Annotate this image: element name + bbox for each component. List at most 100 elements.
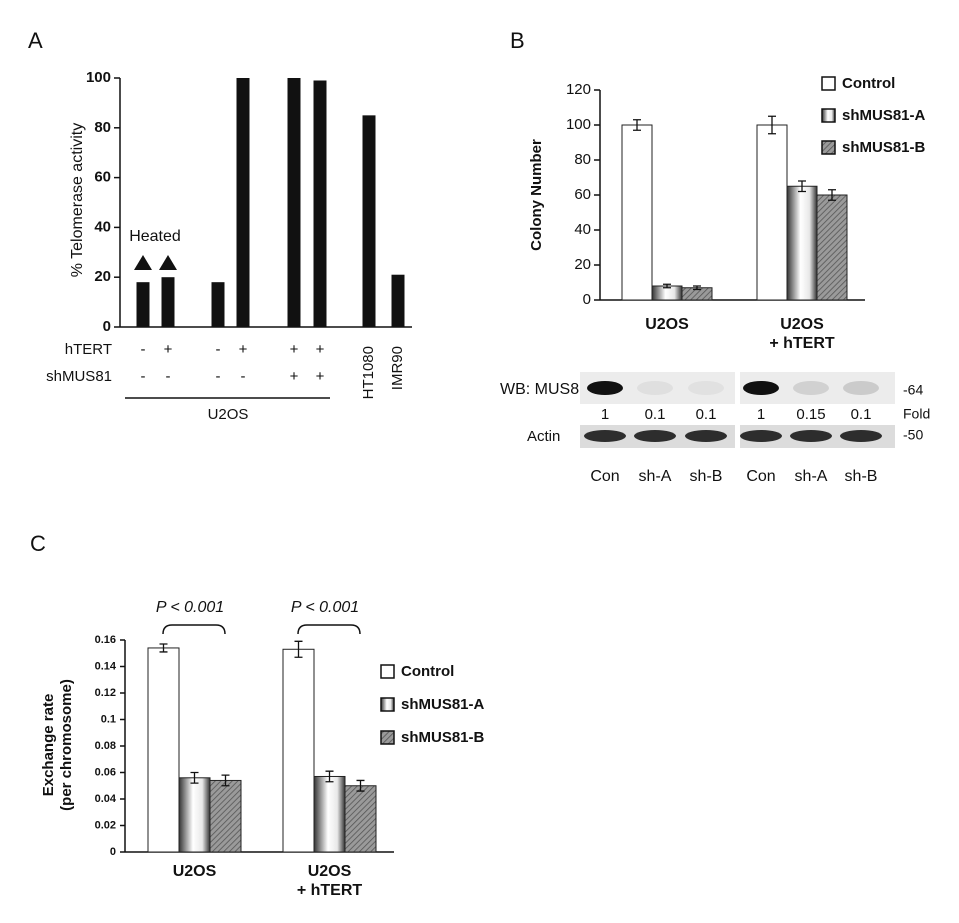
error-bar — [356, 779, 365, 792]
y-axis-label: Exchange rate(per chromosome) — [40, 679, 75, 811]
row-value: + — [239, 341, 248, 358]
legend-swatch — [380, 697, 395, 712]
bar — [287, 78, 301, 327]
blot-label: Actin — [527, 428, 560, 445]
bar — [178, 777, 211, 853]
y-tick-label: 120 — [566, 81, 591, 98]
legend-label: Control — [842, 75, 895, 92]
y-tick-label: 0.02 — [95, 819, 116, 831]
row-value: + — [316, 368, 325, 385]
y-tick-label: 80 — [94, 119, 111, 136]
x-tick-label: U2OS + hTERT — [769, 316, 835, 352]
bar — [621, 124, 653, 301]
fold-value: 0.15 — [796, 406, 825, 423]
y-tick-label: 0.12 — [95, 687, 116, 699]
bar — [344, 785, 377, 853]
row-label: shMUS81 — [46, 368, 112, 385]
panel-label: C — [30, 531, 46, 556]
x-tick-label: IMR90 — [389, 346, 406, 390]
panel-label: B — [510, 28, 525, 53]
error-bar — [663, 283, 671, 289]
error-bar — [828, 189, 836, 201]
significance-bracket — [162, 624, 226, 635]
lane-label: sh-B — [845, 468, 878, 485]
error-bar — [633, 119, 641, 131]
blot-band — [587, 381, 623, 395]
y-tick-label: 0.16 — [95, 634, 116, 646]
y-tick-label: 0.14 — [95, 660, 117, 672]
blot-band — [688, 381, 724, 395]
significance-bracket — [297, 624, 361, 635]
error-bar — [693, 285, 701, 291]
size-marker: -50 — [903, 427, 923, 443]
y-tick-label: 40 — [574, 221, 591, 238]
bar — [211, 282, 225, 327]
y-tick-label: 0 — [110, 846, 116, 858]
legend-label: shMUS81-A — [842, 107, 926, 124]
lane-label: Con — [746, 468, 775, 485]
y-tick-label: 40 — [94, 218, 111, 235]
blot-band — [790, 430, 832, 442]
bar — [313, 775, 346, 853]
y-tick-label: 0.1 — [101, 713, 116, 725]
error-bar — [190, 771, 199, 784]
bar — [236, 78, 250, 327]
heated-marker — [159, 255, 177, 270]
fold-value: 0.1 — [645, 406, 666, 423]
bar — [756, 124, 788, 301]
row-value: + — [164, 341, 173, 358]
y-tick-label: 80 — [574, 151, 591, 168]
legend-swatch — [380, 730, 395, 745]
error-bar — [159, 643, 168, 653]
blot-band — [584, 430, 626, 442]
blot-label: WB: MUS81 — [500, 381, 588, 398]
legend-swatch — [821, 140, 836, 155]
lane-label: sh-A — [795, 468, 828, 485]
blot-band — [843, 381, 879, 395]
error-bar — [768, 115, 776, 135]
row-value: - — [166, 368, 171, 385]
blot-band — [743, 381, 779, 395]
legend-swatch — [821, 108, 836, 123]
bar — [391, 274, 405, 327]
y-tick-label: 0 — [583, 291, 591, 308]
x-tick-label: U2OS — [173, 863, 217, 880]
p-value: P < 0.001 — [291, 599, 359, 616]
lane-label: sh-B — [690, 468, 723, 485]
row-value: + — [290, 341, 299, 358]
blot-band — [740, 430, 782, 442]
row-value: - — [141, 341, 146, 358]
bar — [147, 647, 180, 853]
legend-label: shMUS81-B — [842, 139, 926, 156]
legend-label: Control — [401, 663, 454, 680]
annotation: Heated — [129, 228, 181, 245]
bar — [362, 115, 376, 327]
lane-label: sh-A — [639, 468, 672, 485]
bar — [786, 185, 818, 301]
y-tick-label: 100 — [566, 116, 591, 133]
x-tick-label: U2OS — [645, 316, 689, 333]
blot-band — [685, 430, 727, 442]
bar — [136, 282, 150, 327]
bar — [313, 80, 327, 328]
y-tick-label: 60 — [574, 186, 591, 203]
y-tick-label: 0.04 — [95, 793, 117, 805]
lane-label: Con — [590, 468, 619, 485]
fold-value: 1 — [601, 406, 609, 423]
bar — [161, 277, 175, 327]
bar — [209, 779, 242, 853]
error-bar — [221, 774, 230, 787]
y-tick-label: 100 — [86, 69, 111, 86]
error-bar — [798, 180, 806, 193]
row-value: + — [290, 368, 299, 385]
blot-band — [840, 430, 882, 442]
legend-label: shMUS81-B — [401, 729, 485, 746]
size-marker: -64 — [903, 382, 923, 398]
fold-label: Fold — [903, 406, 930, 422]
fold-value: 0.1 — [851, 406, 872, 423]
y-tick-label: 0.06 — [95, 766, 116, 778]
bar — [282, 648, 315, 853]
y-tick-label: 0.08 — [95, 740, 116, 752]
y-tick-label: 20 — [574, 256, 591, 273]
error-bar — [294, 640, 303, 658]
